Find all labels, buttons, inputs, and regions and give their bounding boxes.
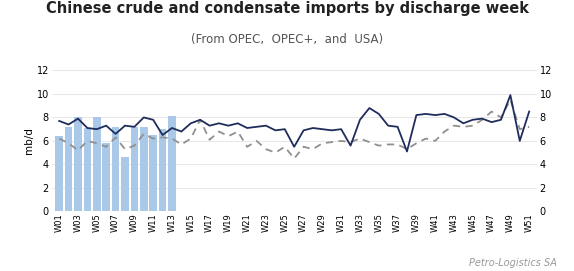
- Bar: [159, 129, 166, 211]
- Bar: [65, 127, 72, 211]
- Bar: [149, 135, 157, 211]
- Text: Petro-Logistics SA: Petro-Logistics SA: [469, 258, 557, 268]
- Bar: [112, 127, 119, 211]
- Bar: [168, 116, 176, 211]
- Bar: [74, 117, 82, 211]
- Bar: [102, 143, 110, 211]
- Bar: [56, 136, 63, 211]
- Bar: [121, 157, 129, 211]
- Bar: [140, 127, 148, 211]
- Y-axis label: mb/d: mb/d: [24, 127, 34, 154]
- Bar: [131, 127, 138, 211]
- Text: (From OPEC,  OPEC+,  and  USA): (From OPEC, OPEC+, and USA): [191, 33, 383, 46]
- Bar: [84, 128, 91, 211]
- Bar: [93, 117, 100, 211]
- Text: Chinese crude and condensate imports by discharge week: Chinese crude and condensate imports by …: [45, 1, 529, 16]
